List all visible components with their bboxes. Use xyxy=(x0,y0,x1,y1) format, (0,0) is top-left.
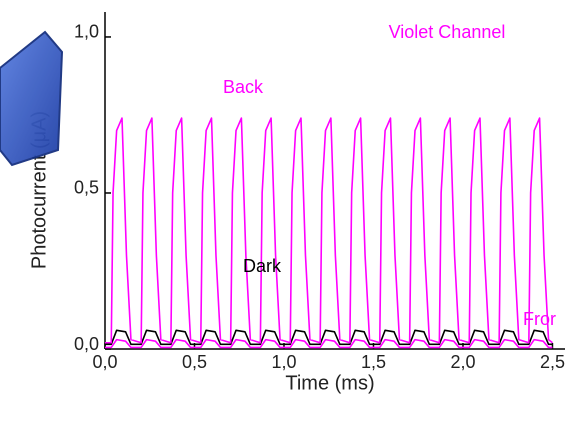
plot-area: 0,0 0,5 1,0 0,0 0,5 1,0 1,5 2,0 2,5 Violet Channe… xyxy=(74,12,565,372)
x-tick-label: 2,0 xyxy=(450,352,475,372)
annotation: Fror xyxy=(523,309,556,329)
annotation: Violet Channel xyxy=(389,22,506,42)
data-line xyxy=(105,338,553,349)
x-tick-label: 1,5 xyxy=(361,352,386,372)
annotation: Dark xyxy=(243,256,282,276)
data-line xyxy=(105,117,553,344)
y-tick-label: 1,0 xyxy=(74,22,99,42)
y-tick-label: 0,0 xyxy=(74,334,99,354)
annotation: Back xyxy=(223,77,264,97)
x-tick-label: 2,5 xyxy=(540,352,565,372)
x-tick-label: 1,0 xyxy=(271,352,296,372)
x-tick-label: 0,0 xyxy=(92,352,117,372)
x-tick-label: 0,5 xyxy=(182,352,207,372)
y-tick-label: 0,5 xyxy=(74,178,99,198)
data-line xyxy=(105,329,553,346)
device-illustration xyxy=(0,30,64,167)
x-axis-label: Time (ms) xyxy=(285,372,374,394)
